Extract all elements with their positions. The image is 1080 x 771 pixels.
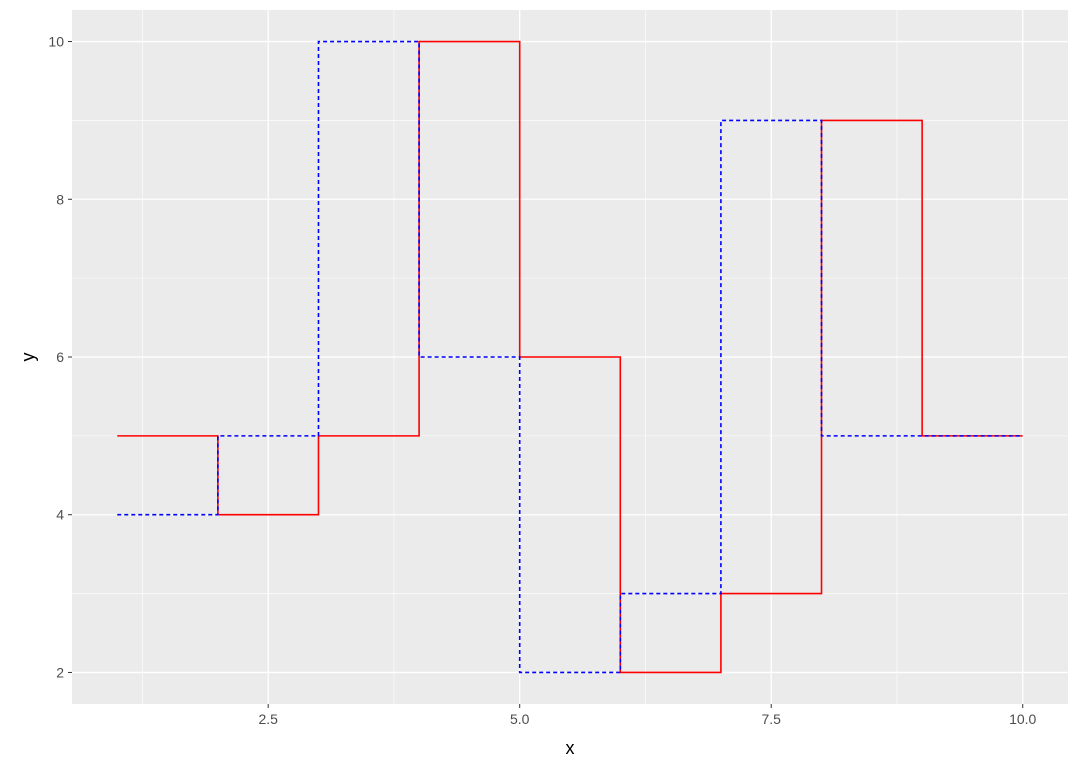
series-line-1 (117, 40, 1023, 674)
y-tick-label: 8 (56, 191, 64, 207)
x-axis: 2.5 5.0 7.5 10.0 (258, 704, 1037, 727)
x-tick-label: 7.5 (761, 711, 781, 727)
y-tick-label: 4 (56, 507, 64, 523)
y-tick-label: 2 (56, 664, 64, 680)
y-axis-title: y (18, 353, 38, 362)
x-tick-label: 10.0 (1009, 711, 1036, 727)
series-layer (117, 40, 1023, 674)
x-tick-label: 5.0 (510, 711, 530, 727)
series-line-2 (117, 40, 1023, 674)
y-axis: 2 4 6 8 10 (48, 34, 72, 680)
y-tick-label: 10 (48, 34, 64, 50)
y-tick-label: 6 (56, 349, 64, 365)
x-tick-label: 2.5 (258, 711, 278, 727)
x-axis-title: x (566, 738, 575, 758)
